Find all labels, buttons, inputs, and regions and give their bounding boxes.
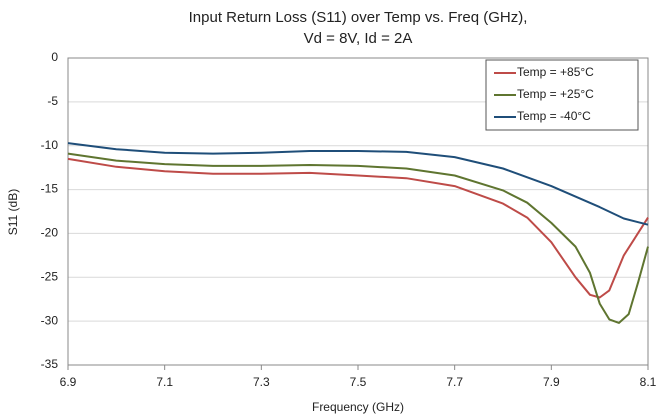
y-axis-label: S11 (dB) [6, 189, 20, 235]
x-tick-label: 7.7 [446, 375, 463, 389]
x-tick-label: 7.1 [156, 375, 173, 389]
legend-label: Temp = -40°C [517, 109, 591, 123]
x-tick-label: 7.9 [543, 375, 560, 389]
y-tick-label: -25 [41, 269, 59, 283]
chart-subtitle: Vd = 8V, Id = 2A [304, 30, 413, 47]
series-line [67, 157, 649, 299]
plot-frame [67, 57, 649, 366]
y-tick-label: -15 [41, 182, 59, 196]
y-tick-label: -35 [41, 357, 59, 371]
x-tick-label: 8.1 [640, 375, 657, 389]
series-line [67, 152, 649, 324]
legend-label: Temp = +25°C [517, 87, 594, 101]
x-axis-label: Frequency (GHz) [312, 400, 404, 414]
y-tick-label: -30 [41, 313, 59, 327]
legend-label: Temp = +85°C [517, 65, 594, 79]
y-tick-label: -10 [41, 138, 59, 152]
x-tick-label: 7.5 [350, 375, 367, 389]
x-tick-label: 6.9 [60, 375, 77, 389]
y-tick-label: 0 [51, 50, 58, 64]
x-tick-label: 7.3 [253, 375, 270, 389]
series-line [67, 142, 649, 226]
chart-title: Input Return Loss (S11) over Temp vs. Fr… [189, 9, 528, 26]
y-tick-label: -20 [41, 226, 59, 240]
y-tick-label: -5 [47, 94, 58, 108]
